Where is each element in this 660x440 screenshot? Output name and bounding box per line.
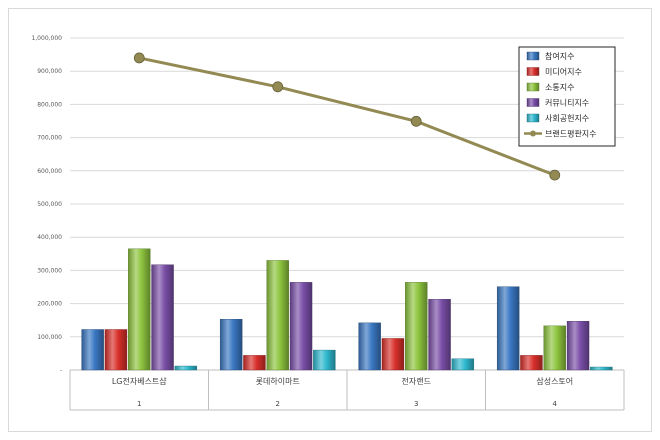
y-tick-label: 600,000 xyxy=(37,168,62,175)
legend-label: 미디어지수 xyxy=(545,67,582,77)
x-index-label: 1 xyxy=(137,400,141,408)
bar xyxy=(566,320,590,371)
x-tick-label: 롯데하이마트 xyxy=(256,376,300,386)
y-tick-label: 300,000 xyxy=(37,267,62,274)
y-tick-label: 800,000 xyxy=(37,101,62,108)
bar xyxy=(451,358,475,371)
line-point xyxy=(549,169,561,181)
x-tick-label: 삼성스토어 xyxy=(536,376,573,386)
bar xyxy=(289,282,313,371)
legend-label: 참여지수 xyxy=(545,51,574,61)
series-line xyxy=(138,56,556,177)
x-tick-label: LG전자베스트샵 xyxy=(112,376,167,386)
legend-label: 사회공헌지수 xyxy=(545,114,589,123)
line-point xyxy=(410,115,422,127)
y-tick-label: 500,000 xyxy=(37,201,62,208)
bar xyxy=(104,329,128,371)
x-tick-label: 전자랜드 xyxy=(402,376,431,386)
legend-swatch xyxy=(526,98,540,107)
bar xyxy=(496,286,520,371)
x-index-label: 3 xyxy=(414,400,418,408)
bar xyxy=(520,355,543,371)
bar xyxy=(543,325,566,371)
legend-swatch xyxy=(526,67,540,76)
y-tick-label: 100,000 xyxy=(37,334,62,341)
bar xyxy=(313,349,336,371)
legend-swatch xyxy=(526,82,540,92)
legend-label: 소통지수 xyxy=(545,83,574,92)
bar xyxy=(405,282,428,371)
bar xyxy=(151,264,174,371)
bar xyxy=(243,355,266,371)
y-tick-label: 900,000 xyxy=(37,68,62,75)
y-tick-label: 200,000 xyxy=(37,301,62,308)
legend-label: 커뮤니티지수 xyxy=(545,98,589,108)
bar xyxy=(381,338,405,371)
bar xyxy=(266,260,289,371)
line-point xyxy=(272,81,284,93)
y-tick-label: - xyxy=(60,367,62,374)
bar xyxy=(81,329,104,371)
legend-label: 브랜드평판지수 xyxy=(545,129,597,139)
bar xyxy=(174,365,198,371)
legend-swatch-marker xyxy=(530,130,536,137)
y-tick-label: 700,000 xyxy=(37,135,62,142)
bar xyxy=(128,248,151,371)
line-point xyxy=(133,52,145,64)
y-tick-label: 400,000 xyxy=(37,234,62,241)
x-index-label: 2 xyxy=(276,400,280,408)
legend-box xyxy=(518,46,616,147)
bar xyxy=(219,319,243,371)
bar xyxy=(358,322,381,371)
legend-swatch xyxy=(526,113,540,123)
legend-swatch xyxy=(526,51,540,61)
bar xyxy=(590,366,613,371)
y-tick-label: 1,000,000 xyxy=(31,35,62,42)
bar xyxy=(428,299,451,371)
x-index-label: 4 xyxy=(553,400,558,408)
